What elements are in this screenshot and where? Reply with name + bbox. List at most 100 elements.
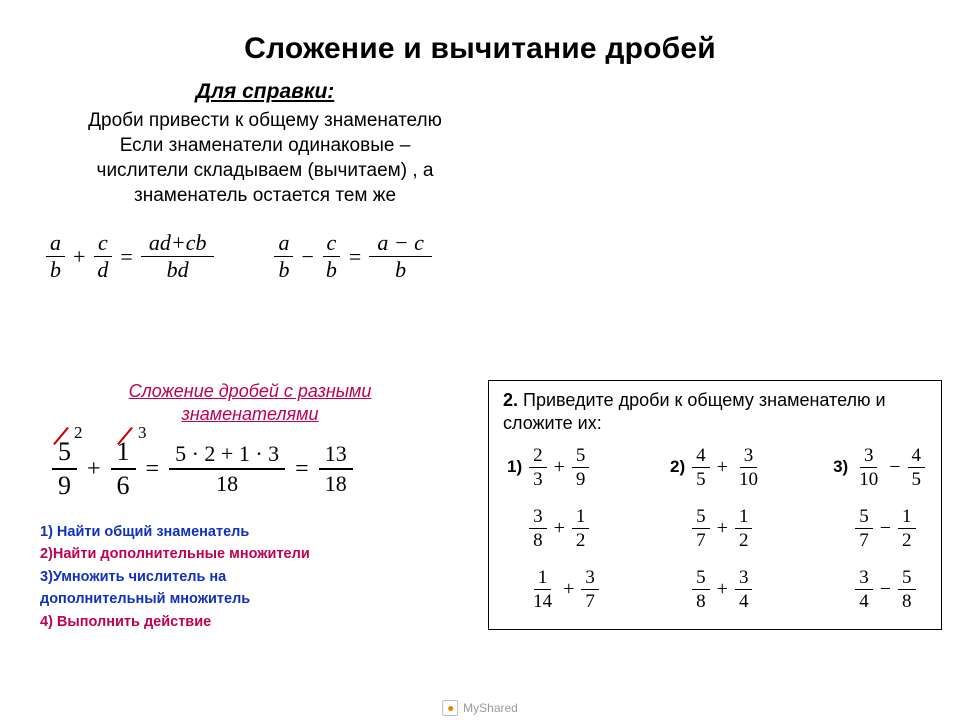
plus-sign: +	[71, 244, 87, 270]
column-index: 3)	[833, 457, 848, 477]
numerator: a − c	[369, 232, 432, 257]
plus-sign: +	[715, 578, 730, 601]
ref-line: Если знаменатели одинаковые –	[120, 135, 411, 156]
fraction: 13 18	[319, 443, 353, 495]
fraction: 59	[572, 446, 590, 489]
minus-sign: −	[887, 456, 902, 479]
numerator: 4	[692, 446, 710, 468]
fraction: 5 · 2 + 1 · 3 18	[169, 443, 285, 495]
exercise-text: Приведите дроби к общему знаменателю и с…	[503, 390, 886, 433]
fraction: 12	[735, 507, 753, 550]
denominator: 18	[319, 470, 353, 495]
worked-example: 2 5 9 + 3 1 6 = 5 · 2 + 1 · 3 18 =	[52, 439, 480, 499]
numerator: 3	[735, 568, 753, 590]
denominator: b	[322, 257, 341, 281]
step-3: 3)Умножить числитель на дополнительный м…	[40, 566, 480, 611]
fraction: a b	[46, 232, 65, 281]
numerator: 3	[855, 568, 873, 590]
exercise-item: 2)57+12	[670, 507, 752, 550]
denominator: 7	[692, 529, 710, 550]
fraction: 23	[529, 446, 547, 489]
logo-icon	[442, 700, 458, 716]
left-column: Сложение дробей с разными знаменателями …	[0, 380, 480, 633]
ref-line: знаменатель остается тем же	[134, 185, 396, 206]
exercise-box: 2. Приведите дроби к общему знаменателю …	[488, 380, 942, 630]
numerator: ad+cb	[141, 232, 215, 257]
numerator: 1	[111, 439, 136, 470]
denominator: b	[46, 257, 65, 281]
exercise-item: 1)38+12	[507, 507, 589, 550]
numerator: 1	[572, 507, 590, 529]
formula-addition: a b + c d = ad+cb bd	[46, 232, 214, 281]
numerator: 1	[534, 568, 552, 590]
reference-heading: Для справки:	[30, 80, 500, 104]
fraction: 57	[692, 507, 710, 550]
watermark: MyShared	[442, 700, 518, 716]
denominator: 4	[855, 590, 873, 611]
fraction: 5 9	[52, 439, 77, 499]
denominator: 10	[735, 468, 762, 489]
fraction: c b	[322, 232, 341, 281]
exercise-item: 3)57−12	[833, 507, 915, 550]
fraction: 57	[855, 507, 873, 550]
equals-sign: =	[144, 456, 162, 483]
fraction: 45	[692, 446, 710, 489]
fraction: 34	[855, 568, 873, 611]
algorithm-steps: 1) Найти общий знаменатель 2)Найти допол…	[40, 521, 480, 633]
fraction: 1 6	[111, 439, 136, 499]
numerator: 4	[908, 446, 926, 468]
denominator: 2	[735, 529, 753, 550]
denominator: 5	[908, 468, 926, 489]
numerator: a	[274, 232, 293, 257]
denominator: b	[274, 257, 293, 281]
denominator: 3	[529, 468, 547, 489]
numerator: 5	[572, 446, 590, 468]
slide: Сложение и вычитание дробей Для справки:…	[0, 0, 960, 720]
fraction: 310	[855, 446, 882, 489]
fraction: 34	[735, 568, 753, 611]
denominator: 7	[855, 529, 873, 550]
exercise-item: 3) 310−45	[833, 446, 925, 489]
plus-sign: +	[85, 456, 103, 483]
denominator: d	[93, 257, 112, 281]
minus-sign: −	[878, 578, 893, 601]
fraction: a − c b	[369, 232, 432, 281]
column-index: 2)	[670, 457, 685, 477]
title-line: знаменателями	[181, 404, 318, 424]
numerator: 3	[740, 446, 758, 468]
plus-sign: +	[715, 456, 730, 479]
section-title: Сложение дробей с разными знаменателями	[60, 380, 440, 425]
denominator: 8	[529, 529, 547, 550]
exercise-item: 2) 45+310	[670, 446, 762, 489]
fraction: 12	[572, 507, 590, 550]
numerator: 5	[898, 568, 916, 590]
exercise-heading: 2. Приведите дроби к общему знаменателю …	[503, 389, 929, 436]
numerator: 1	[898, 507, 916, 529]
denominator: 4	[735, 590, 753, 611]
plus-sign: +	[715, 517, 730, 540]
exercise-column: 1)23+591)38+121)114+37	[507, 446, 599, 611]
step-2: 2)Найти дополнительные множители	[40, 543, 480, 565]
denominator: 2	[572, 529, 590, 550]
ref-line: числители складываем (вычитаем) , а	[97, 160, 434, 181]
minus-sign: −	[878, 517, 893, 540]
numerator: 5	[855, 507, 873, 529]
fraction: ad+cb bd	[141, 232, 215, 281]
denominator: 9	[52, 470, 77, 499]
numerator: 5	[692, 507, 710, 529]
ref-line: Дроби привести к общему знаменателю	[88, 110, 442, 131]
fraction: c d	[93, 232, 112, 281]
plus-sign: +	[552, 456, 567, 479]
denominator: 7	[581, 590, 599, 611]
numerator: c	[94, 232, 112, 257]
numerator: 3	[860, 446, 878, 468]
reference-block: Для справки: Дроби привести к общему зна…	[0, 80, 500, 208]
watermark-text: MyShared	[463, 701, 518, 715]
fraction: 310	[735, 446, 762, 489]
column-index: 1)	[507, 457, 522, 477]
denominator: b	[387, 257, 414, 281]
denominator: 8	[898, 590, 916, 611]
numerator: 13	[319, 443, 353, 470]
minus-sign: −	[299, 244, 315, 270]
lower-section: Сложение дробей с разными знаменателями …	[0, 380, 960, 633]
